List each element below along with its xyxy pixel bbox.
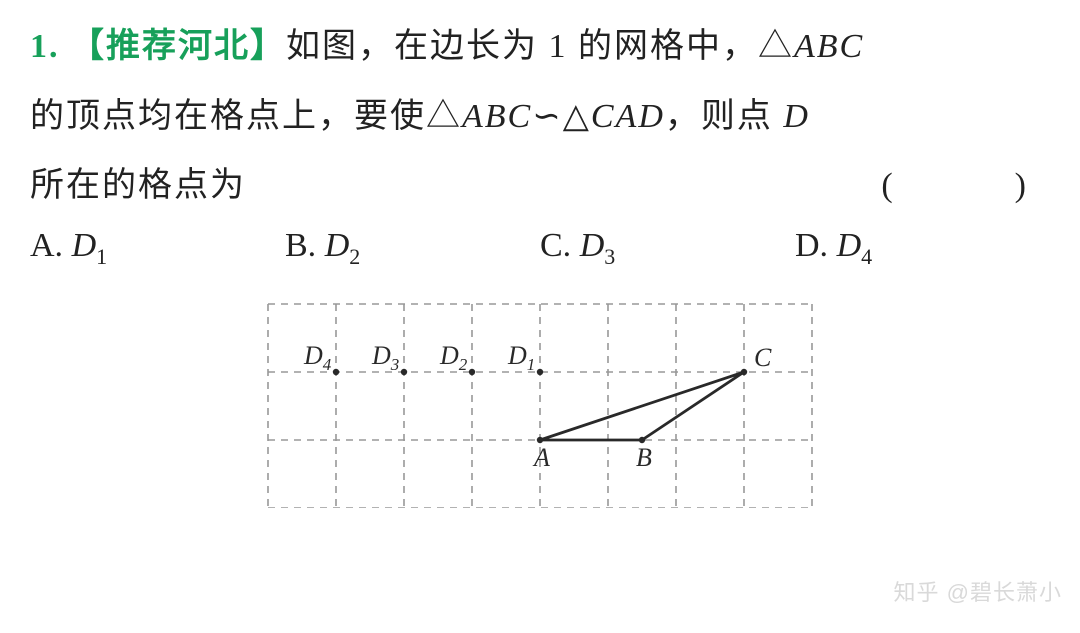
options-row: A. D1 B. D2 C. D3 D. D4 bbox=[0, 221, 1080, 270]
watermark: 知乎 @碧长萧小 bbox=[894, 575, 1062, 607]
option-key: D. bbox=[795, 227, 828, 264]
question-number: 1. bbox=[30, 28, 60, 65]
answer-paren: ( ) bbox=[881, 151, 1050, 221]
option-sub: 4 bbox=[861, 244, 872, 269]
triangle-abc: ABC bbox=[794, 28, 864, 65]
option-key: B. bbox=[285, 227, 316, 264]
sim-symbol: ∽ bbox=[532, 98, 563, 135]
stem-text-2b: ，则点 bbox=[665, 98, 784, 135]
svg-text:D1: D1 bbox=[507, 341, 535, 374]
option-var: D bbox=[325, 227, 350, 264]
svg-text:C: C bbox=[754, 343, 772, 372]
svg-text:B: B bbox=[636, 443, 652, 472]
sim-lhs: ABC bbox=[462, 98, 532, 135]
question-tag: 【推荐河北】 bbox=[70, 28, 286, 65]
svg-text:D3: D3 bbox=[371, 341, 399, 374]
sim-rhs: CAD bbox=[591, 98, 665, 135]
option-var: D bbox=[580, 227, 605, 264]
stem-text-1: 如图，在边长为 1 的网格中，△ bbox=[286, 28, 794, 65]
figure-grid-diagram: A B C D1 D2 D3 D4 bbox=[260, 298, 820, 508]
stem-line-3: 所在的格点为 ( ) bbox=[30, 151, 1050, 221]
option-c: C. D3 bbox=[540, 227, 795, 270]
option-sub: 1 bbox=[96, 244, 107, 269]
svg-text:D2: D2 bbox=[439, 341, 468, 374]
option-a: A. D1 bbox=[30, 227, 285, 270]
stem-line-2: 的顶点均在格点上，要使△ABC∽△CAD，则点 D bbox=[30, 82, 1050, 152]
option-var: D bbox=[72, 227, 97, 264]
stem-line-1: 1. 【推荐河北】如图，在边长为 1 的网格中，△ABC bbox=[30, 12, 1050, 82]
option-b: B. D2 bbox=[285, 227, 540, 270]
point-d: D bbox=[783, 98, 810, 135]
option-sub: 3 bbox=[604, 244, 615, 269]
option-sub: 2 bbox=[349, 244, 360, 269]
question-stem: 1. 【推荐河北】如图，在边长为 1 的网格中，△ABC 的顶点均在格点上，要使… bbox=[0, 0, 1080, 221]
figure-wrap: A B C D1 D2 D3 D4 bbox=[0, 298, 1080, 508]
option-key: C. bbox=[540, 227, 571, 264]
stem-text-2a: 的顶点均在格点上，要使△ bbox=[30, 98, 462, 135]
svg-text:A: A bbox=[532, 443, 550, 472]
svg-text:D4: D4 bbox=[303, 341, 332, 374]
option-key: A. bbox=[30, 227, 63, 264]
option-d: D. D4 bbox=[795, 227, 1050, 270]
option-var: D bbox=[837, 227, 862, 264]
stem-text-3: 所在的格点为 bbox=[30, 151, 246, 221]
